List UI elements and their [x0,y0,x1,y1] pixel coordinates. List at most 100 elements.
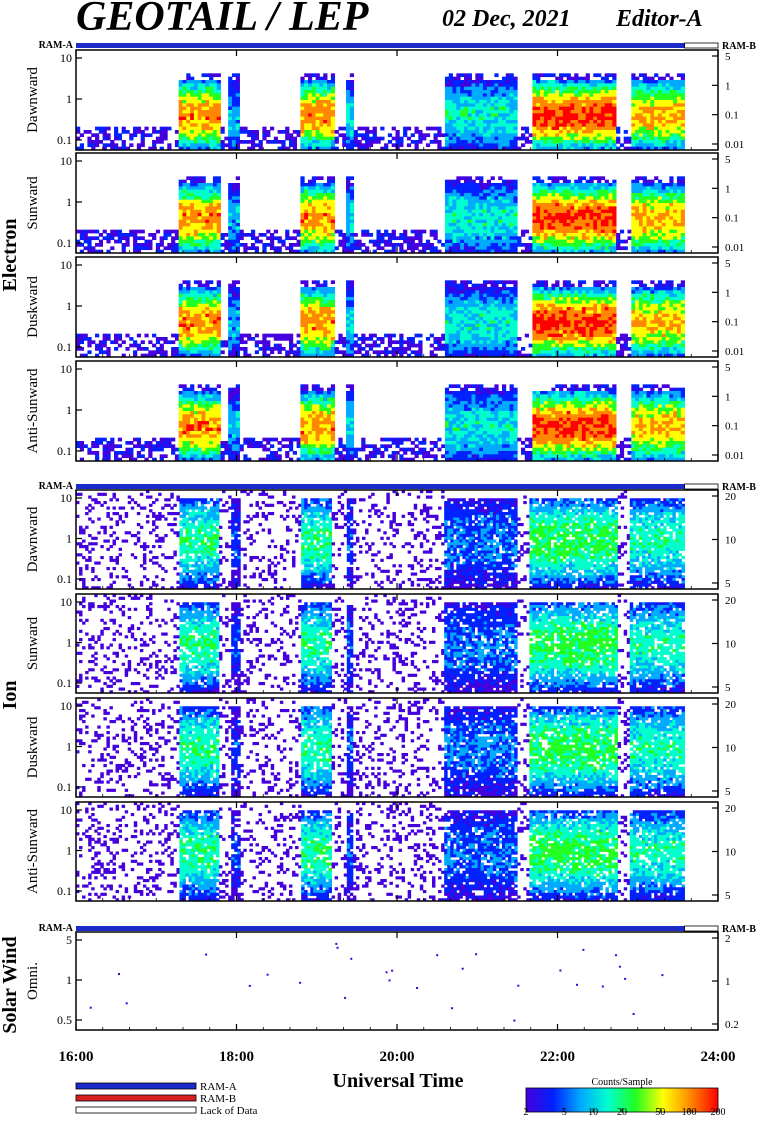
spectrogram-cell [593,226,597,230]
spectrogram-cell [156,230,160,234]
spectrogram-cell [388,233,392,237]
spectrogram-cell [217,334,221,338]
spectrogram-cell [540,230,544,234]
spectrogram-cell [171,246,175,250]
spectrogram-cell [453,90,457,94]
spectrogram-cell [658,120,662,124]
spectrogram-cell [635,133,639,137]
spectrogram-cell [122,340,126,344]
spectrogram-cell [643,130,647,134]
spectrogram-cell [669,83,673,87]
spectrogram-cell [312,280,316,284]
spectrogram-cell [300,220,304,224]
spectrogram-cell [190,230,194,234]
spectrogram-cell [293,230,297,234]
spectrogram-cell [156,130,160,134]
spectrogram-cell [506,196,510,200]
spectrogram-cell [669,183,673,187]
spectrogram-cell [677,236,681,240]
spectrogram-cell [563,127,567,131]
spectrogram-cell [186,287,190,291]
spectrogram-cell [574,137,578,141]
spectrogram-cell [312,236,316,240]
spectrogram-cell [650,240,654,244]
spectrogram-cell [99,233,103,237]
spectrogram-cell [544,83,548,87]
spectrogram-cell [494,230,498,234]
spectrogram-cell [456,123,460,127]
spectrogram-cell [122,143,126,147]
spectrogram-cell [669,206,673,210]
spectrogram-cell [198,246,202,250]
spectrogram-cell [662,203,666,207]
spectrogram-cell [559,107,563,111]
spectrogram-cell [308,87,312,91]
spectrogram-cell [631,83,635,87]
spectrogram-cell [114,130,118,134]
spectrogram-cell [232,210,236,214]
spectrogram-cell [308,344,312,348]
spectrogram-cell [335,230,339,234]
spectrogram-cell [316,176,320,180]
spectrogram-cell [179,287,183,291]
spectrogram-cell [354,140,358,144]
spectrogram-cell [445,93,449,97]
spectrogram-cell [183,213,187,217]
spectrogram-cell [669,193,673,197]
spectrogram-cell [673,183,677,187]
spectrogram-cell [213,320,217,324]
spectrogram-cell [445,143,449,147]
spectrogram-cell [217,117,221,121]
spectrogram-cell [205,287,209,291]
spectrogram-cell [190,143,194,147]
spectrogram-cell [612,240,616,244]
spectrogram-cell [217,140,221,144]
spectrogram-cell [213,304,217,308]
right-tick-label: 0.1 [725,213,739,225]
spectrogram-cell [502,90,506,94]
spectrogram-cell [312,310,316,314]
spectrogram-cell [221,243,225,247]
spectrogram-cell [141,230,145,234]
spectrogram-cell [654,137,658,141]
spectrogram-cell [666,83,670,87]
spectrogram-cell [593,90,597,94]
spectrogram-cell [179,243,183,247]
spectrogram-cell [190,83,194,87]
spectrogram-cell [650,113,654,117]
spectrogram-cell [388,133,392,137]
spectrogram-cell [354,137,358,141]
spectrogram-cell [544,120,548,124]
spectrogram-cell [631,123,635,127]
spectrogram-cell [605,246,609,250]
spectrogram-cell [635,83,639,87]
spectrogram-cell [506,226,510,230]
spectrogram-cell [186,340,190,344]
spectrogram-cell [532,83,536,87]
spectrogram-cell [586,107,590,111]
spectrogram-cell [491,203,495,207]
spectrogram-cell [396,130,400,134]
spectrogram-cell [316,236,320,240]
spectrogram-cell [612,233,616,237]
spectrogram-cell [468,246,472,250]
spectrogram-cell [513,93,517,97]
spectrogram-cell [202,143,206,147]
spectrogram-cell [346,87,350,91]
spectrogram-cell [194,206,198,210]
spectrogram-cell [331,246,335,250]
spectrogram-cell [209,190,213,194]
spectrogram-cell [639,193,643,197]
spectrogram-cell [297,133,301,137]
spectrogram-cell [498,87,502,91]
spectrogram-cell [460,200,464,204]
spectrogram-cell [608,240,612,244]
spectrogram-cell [114,143,118,147]
spectrogram-cell [308,123,312,127]
spectrogram-cell [205,196,209,200]
spectrogram-cell [323,97,327,101]
spectrogram-cell [582,117,586,121]
spectrogram-cell [681,117,685,121]
spectrogram-cell [456,107,460,111]
spectrogram-cell [183,226,187,230]
